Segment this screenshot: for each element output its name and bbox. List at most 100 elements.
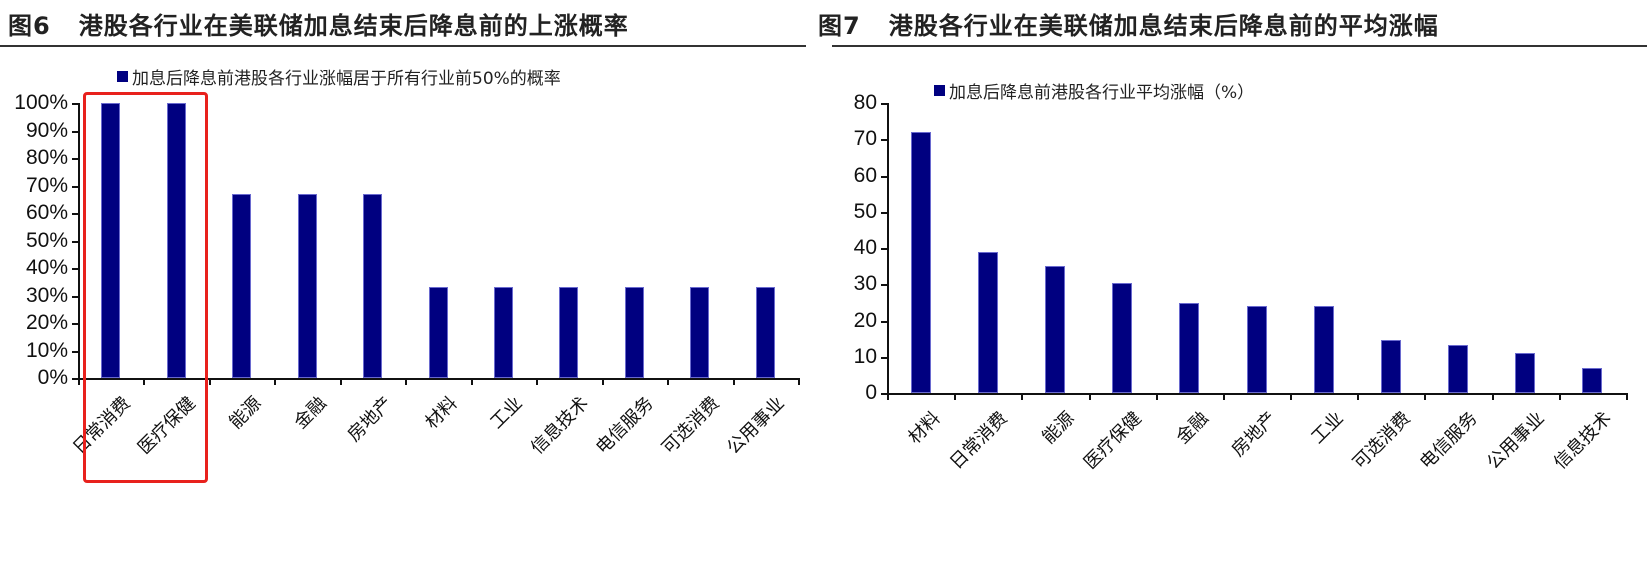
y-tick-label: 40 [853, 236, 877, 259]
x-axis [887, 393, 1627, 395]
y-tick-label: 20 [853, 308, 877, 332]
x-tick-mark [887, 393, 889, 400]
figure-7-legend: 加息后降息前港股各行业平均涨幅（%） [934, 78, 1254, 103]
figure-7-title-text: 港股各行业在美联储加息结束后降息前的平均涨幅 [888, 12, 1439, 40]
bar [910, 132, 931, 393]
y-tick-label: 40% [25, 256, 68, 279]
figure-6-legend: 加息后降息前港股各行业涨幅居于所有行业前50%的概率 [117, 64, 561, 89]
y-tick-mark [72, 323, 78, 325]
y-tick-mark [881, 139, 887, 142]
bar [1380, 340, 1401, 393]
bar [1582, 368, 1603, 393]
y-tick-label: 0 [865, 381, 877, 404]
figure-7-label: 图7 [818, 12, 861, 40]
x-tick-mark [1088, 393, 1091, 400]
bar [493, 287, 513, 378]
y-tick-label: 70 [853, 127, 877, 151]
figure-6-label: 图6 [8, 12, 51, 40]
y-tick-label: 50 [853, 199, 877, 223]
y-tick-label: 10% [25, 338, 68, 362]
y-tick-mark [881, 248, 887, 250]
bar [1448, 345, 1469, 393]
y-axis [887, 103, 889, 394]
y-tick-label: 80 [853, 91, 877, 114]
y-tick-mark [72, 378, 78, 380]
bar [363, 193, 383, 378]
y-tick-label: 0% [37, 366, 68, 389]
bar [1044, 266, 1065, 393]
figure-7-title: 图7 港股各行业在美联储加息结束后降息前的平均涨幅 [818, 6, 1439, 41]
x-tick-mark [536, 378, 539, 385]
x-tick-mark [208, 378, 211, 385]
bar [232, 193, 252, 378]
bar [428, 287, 448, 378]
bar [1246, 305, 1267, 393]
x-tick-mark [1222, 393, 1225, 400]
x-axis [78, 378, 799, 380]
figure-6-rule [0, 45, 806, 47]
y-tick-mark [881, 393, 887, 395]
bar [1515, 353, 1536, 393]
x-tick-mark [470, 378, 473, 385]
y-tick-mark [881, 320, 887, 323]
x-tick-mark [1021, 393, 1024, 400]
highlight-box [83, 92, 208, 483]
figure-6-chart: 0% 10% 20% 30% 40% 50% 60% 70% 80% 90% 100% 日常消费 医疗保… [0, 0, 806, 489]
x-tick-mark [954, 393, 957, 400]
y-tick-mark [881, 211, 887, 214]
bar [297, 193, 317, 378]
y-tick-mark [72, 213, 78, 215]
y-tick-label: 30% [25, 283, 68, 307]
y-tick-label: 70% [25, 173, 68, 197]
y-tick-label: 10 [853, 344, 877, 368]
bar [166, 103, 186, 378]
y-tick-mark [72, 130, 78, 133]
y-tick-mark [72, 103, 78, 105]
x-tick-mark [143, 378, 146, 385]
x-tick-mark [1626, 393, 1628, 400]
y-tick-label: 80% [25, 146, 68, 169]
y-tick-mark [72, 268, 78, 270]
y-tick-label: 60% [25, 201, 68, 224]
x-tick-mark [274, 378, 277, 385]
x-tick-mark [1155, 393, 1158, 400]
bar [624, 287, 644, 378]
y-tick-label: 30 [853, 272, 877, 296]
x-tick-mark [667, 378, 670, 385]
bar [1179, 303, 1200, 393]
legend-label: 加息后降息前港股各行业平均涨幅（%） [949, 83, 1255, 103]
bar [101, 103, 121, 378]
y-tick-mark [72, 158, 78, 160]
y-tick-mark [72, 185, 78, 188]
legend-swatch [117, 71, 128, 82]
y-tick-label: 60 [853, 163, 877, 187]
bar [559, 287, 579, 378]
x-tick-mark [78, 378, 80, 385]
y-tick-label: 90% [25, 118, 68, 142]
y-tick-mark [72, 350, 78, 353]
x-tick-mark [1558, 393, 1561, 400]
x-tick-mark [601, 378, 604, 385]
y-tick-mark [881, 284, 887, 287]
bar [1112, 283, 1133, 393]
x-tick-mark [405, 378, 408, 385]
y-tick-label: 50% [25, 228, 68, 252]
y-tick-mark [881, 103, 887, 105]
y-tick-mark [72, 240, 78, 243]
figure-7-rule [832, 45, 1647, 47]
y-tick-mark [72, 295, 78, 298]
x-tick-mark [1424, 393, 1427, 400]
y-tick-mark [881, 175, 887, 178]
x-tick-mark [1290, 393, 1293, 400]
y-tick-label: 20% [25, 311, 68, 334]
figure-6-title-text: 港股各行业在美联储加息结束后降息前的上涨概率 [78, 12, 629, 40]
y-tick-mark [881, 356, 887, 359]
figure-7-chart: 0 10 20 30 40 50 60 70 80 材料 日常消费 能源 医疗保健 金融 房地产 工业 可选消费… [853, 91, 1628, 474]
y-axis [78, 103, 80, 379]
y-tick-label: 100% [14, 91, 68, 114]
x-tick-mark [798, 378, 800, 385]
bar [755, 287, 775, 378]
bar [690, 287, 710, 378]
x-tick-mark [339, 378, 342, 385]
x-tick-mark [1357, 393, 1360, 400]
